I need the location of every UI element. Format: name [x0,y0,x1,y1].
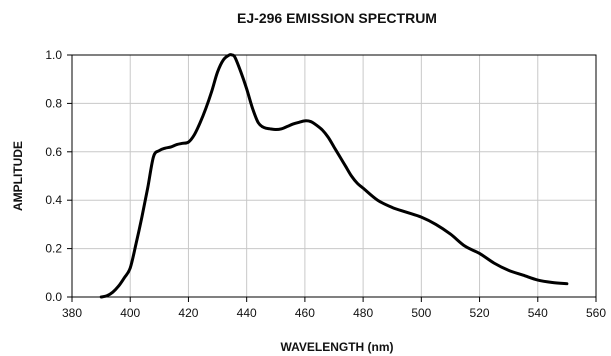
y-tick-label: 0.4 [45,193,62,207]
x-axis-label: WAVELENGTH (nm) [280,340,393,354]
x-tick-label: 480 [353,306,373,320]
y-tick-label: 0.2 [45,242,62,256]
x-tick-label: 440 [237,306,257,320]
y-tick-label: 0.8 [45,96,62,110]
y-axis-label: AMPLITUDE [11,141,25,211]
x-tick-label: 520 [470,306,490,320]
x-tick-label: 540 [528,306,548,320]
chart-title: EJ-296 EMISSION SPECTRUM [237,10,437,26]
series-line-0 [99,53,569,299]
plot-border [71,54,597,298]
x-tick-label: 460 [295,306,315,320]
series-layer [99,53,569,299]
x-axis-ticks: 380 400 420 440 460 480 500 520 540 560 [62,297,606,320]
plot-area-frame [71,54,597,298]
x-tick-label: 560 [586,306,606,320]
y-axis-ticks: 0.0 0.2 0.4 0.6 0.8 1.0 [45,48,72,304]
y-tick-label: 0.0 [45,290,62,304]
x-tick-label: 420 [178,306,198,320]
y-tick-label: 0.6 [45,145,62,159]
x-tick-label: 380 [62,306,82,320]
x-tick-label: 400 [120,306,140,320]
y-tick-label: 1.0 [45,48,62,62]
x-tick-label: 500 [411,306,431,320]
